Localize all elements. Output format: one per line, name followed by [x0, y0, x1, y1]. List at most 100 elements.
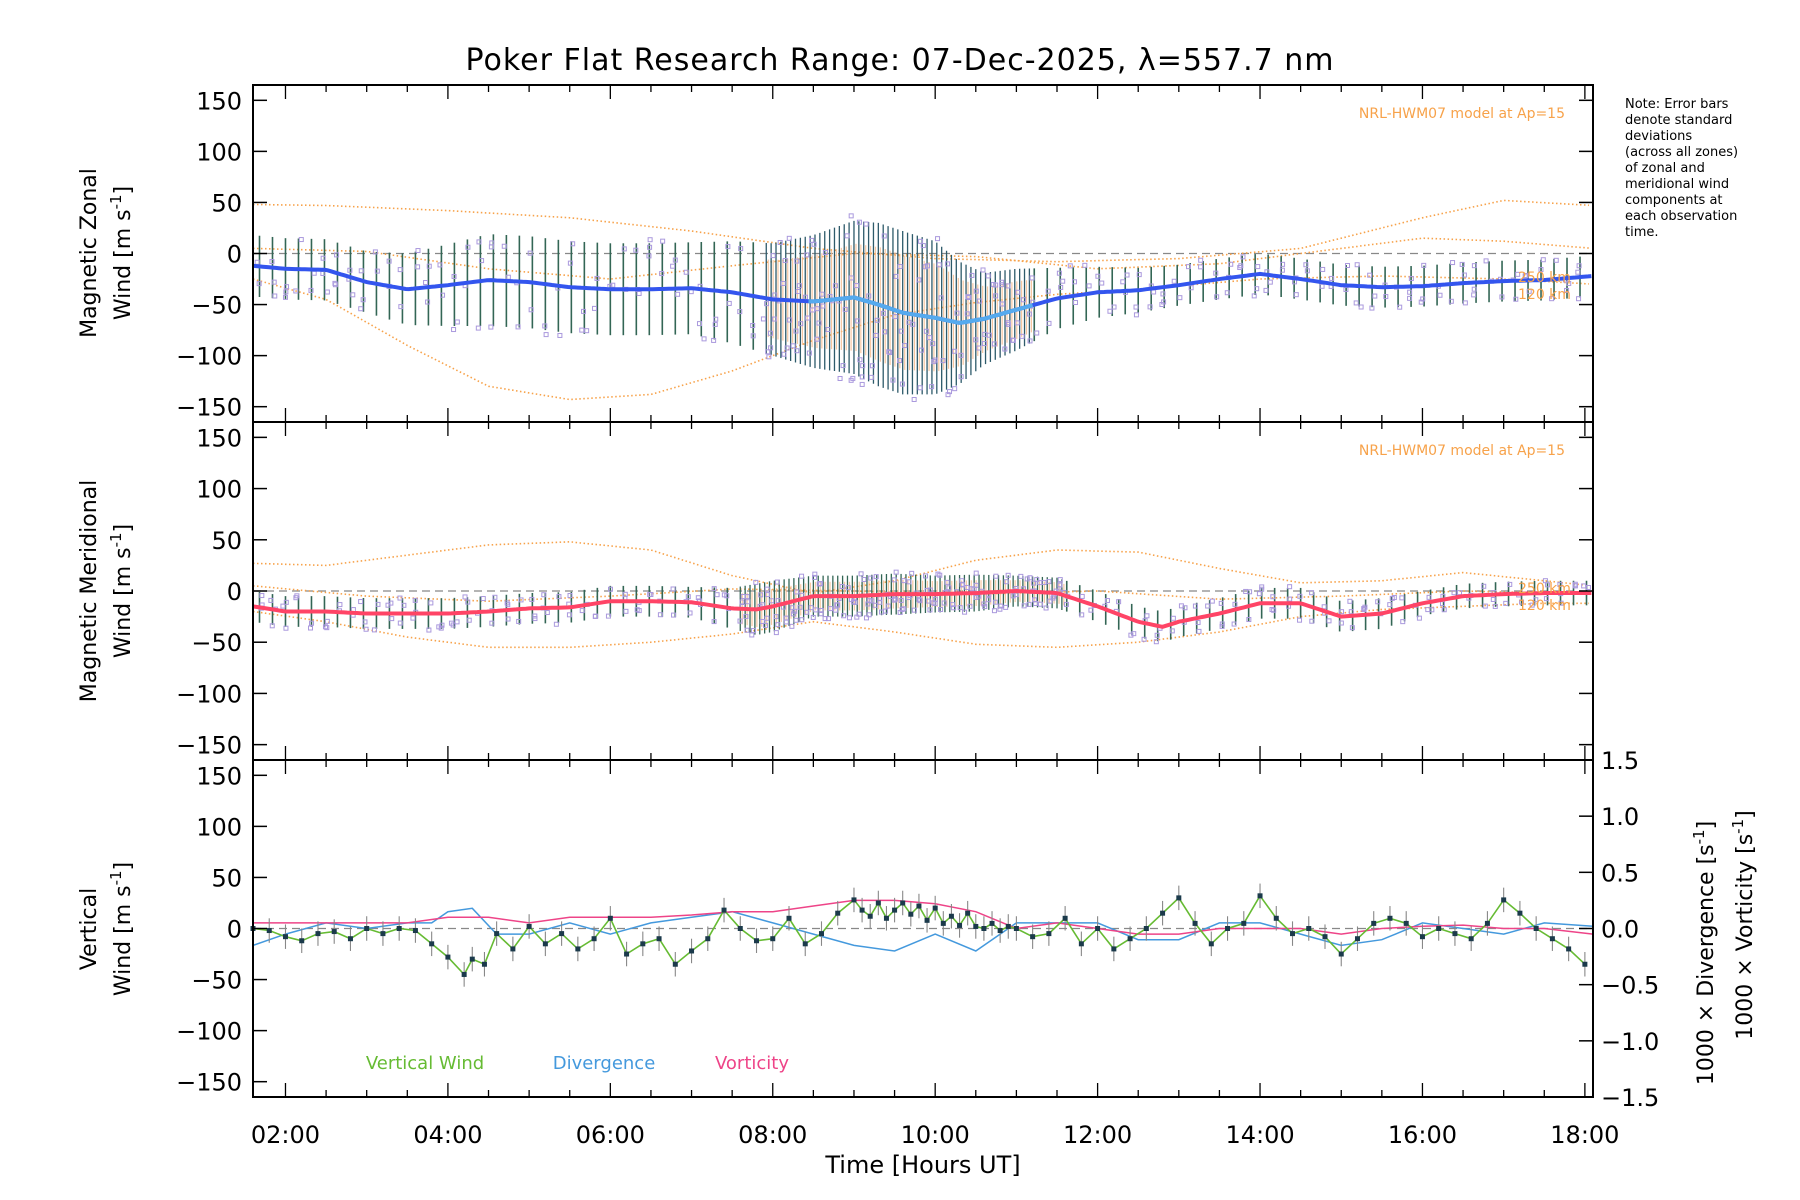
meridional-zone-point [1057, 582, 1063, 588]
zonal-zone-point [1086, 283, 1092, 289]
zonal-mean-line-dense [808, 295, 1034, 325]
meridional-zone-point [480, 596, 486, 602]
meridional-zone-point [397, 595, 403, 601]
zonal-zone-point [965, 294, 971, 300]
vertical-wind-point [1403, 920, 1409, 926]
xtick-label: 02:00 [251, 1121, 320, 1149]
zonal-zone-point [675, 291, 681, 297]
meridional-zone-point [1170, 615, 1176, 621]
zonal-zone-point [1177, 295, 1183, 301]
meridional-zone-point [397, 620, 403, 626]
meridional-zone-point [1024, 576, 1030, 582]
zonal-zone-point [1015, 289, 1021, 295]
meridional-zone-point [992, 599, 998, 605]
zonal-zone-point [451, 327, 457, 333]
zonal-zone-point [1304, 268, 1310, 274]
zonal-zone-point [670, 263, 676, 269]
vertical-wind-point [1290, 931, 1296, 937]
meridional-zone-point [775, 598, 781, 604]
vertical-wind-point [1013, 926, 1019, 931]
meridional-zone-point [891, 577, 897, 583]
zonal-zone-point [973, 337, 979, 343]
meridional-zone-point [1361, 607, 1367, 613]
meridional-zone-point [993, 573, 999, 579]
zonal-zone-point [993, 282, 999, 288]
meridional-zone-point [885, 603, 891, 609]
zonal-zone-point [1014, 320, 1020, 326]
zonal-zone-point [857, 357, 863, 363]
vertical-wind-point [429, 941, 435, 947]
zonal-zone-point [1240, 254, 1246, 260]
meridional-zone-point [962, 609, 968, 615]
vertical-wind-point [1322, 934, 1328, 940]
meridional-zone-point [799, 617, 805, 623]
meridional-zone-point [648, 591, 654, 597]
meridional-zone-point [1572, 583, 1578, 589]
vertical-y2tick-label: 1.5 [1601, 747, 1639, 775]
meridional-zone-point [1057, 577, 1063, 583]
zonal-zone-point [999, 301, 1005, 307]
zonal-zone-point [920, 243, 926, 249]
meridional-zone-point [324, 625, 330, 631]
meridional-zone-point [808, 605, 814, 611]
vertical-wind-point [591, 936, 597, 942]
meridional-zone-point [532, 613, 538, 619]
meridional-zone-point [1321, 604, 1327, 610]
vertical-wind-point [770, 936, 776, 942]
meridional-zone-point [818, 611, 824, 617]
meridional-zone-point [1021, 603, 1027, 609]
meridional-ytick-label: −50 [191, 629, 242, 657]
vertical-wind-point [1273, 915, 1279, 921]
meridional-zone-point [1339, 609, 1345, 615]
meridional-zone-point [872, 602, 878, 608]
zonal-zone-point [873, 332, 879, 338]
zonal-zone-point [1538, 267, 1544, 273]
vertical-wind-point [1160, 910, 1166, 916]
meridional-zone-point [1585, 584, 1591, 590]
zonal-zone-point [1407, 289, 1413, 295]
meridional-zone-point [744, 594, 750, 600]
zonal-zone-point [1513, 296, 1519, 302]
meridional-zone-point [1128, 632, 1134, 638]
meridional-zone-point [505, 602, 511, 608]
vertical-wind-point [672, 961, 678, 967]
zonal-zone-point [579, 327, 585, 333]
meridional-zone-point [753, 579, 759, 585]
meridional-zone-point [1144, 613, 1150, 619]
zonal-zone-point [1353, 300, 1359, 306]
meridional-zone-point [892, 596, 898, 602]
zonal-zone-point [1002, 346, 1008, 352]
zonal-zone-point [951, 348, 957, 354]
zonal-zone-point [1461, 272, 1467, 278]
zonal-ylabel: Magnetic Zonal Wind [m s-1] [77, 168, 136, 338]
zonal-zone-point [923, 328, 929, 334]
zonal-zone-point [1515, 271, 1521, 277]
vertical-wind-point [481, 961, 487, 967]
zonal-zone-point [1566, 280, 1572, 286]
meridional-zone-point [981, 601, 987, 607]
meridional-zone-point [1270, 594, 1276, 600]
meridional-zone-point [1326, 618, 1332, 624]
zonal-zone-point [1067, 263, 1073, 269]
meridional-zone-point [744, 627, 750, 633]
vertical-wind-point [1143, 926, 1149, 931]
vertical-wind-point [1241, 920, 1247, 926]
zonal-ylabel-line1: Magnetic Zonal [77, 168, 102, 338]
vertical-y2tick-label: 0.0 [1601, 916, 1639, 944]
meridional-model-label-120: 120 km [1518, 598, 1571, 614]
zonal-zone-point [882, 329, 888, 335]
meridional-zone-point [1348, 609, 1354, 615]
zonal-zone-point [1397, 304, 1403, 310]
meridional-zone-point [930, 600, 936, 606]
zonal-zone-point [488, 244, 494, 250]
vertical-wind-point [469, 956, 475, 962]
zonal-zone-point [647, 237, 653, 243]
meridional-zone-point [925, 598, 931, 604]
vertical-ytick-label: −150 [176, 1069, 242, 1097]
vertical-wind-point [1387, 915, 1393, 921]
zonal-ytick-label: −100 [176, 343, 242, 371]
zonal-zone-point [542, 323, 548, 329]
zonal-ytick-label: 150 [196, 87, 242, 115]
divergence-axis-label: 1000 × Divergence [s-1] [1690, 821, 1719, 1085]
vertical-wind-point [1127, 936, 1133, 942]
